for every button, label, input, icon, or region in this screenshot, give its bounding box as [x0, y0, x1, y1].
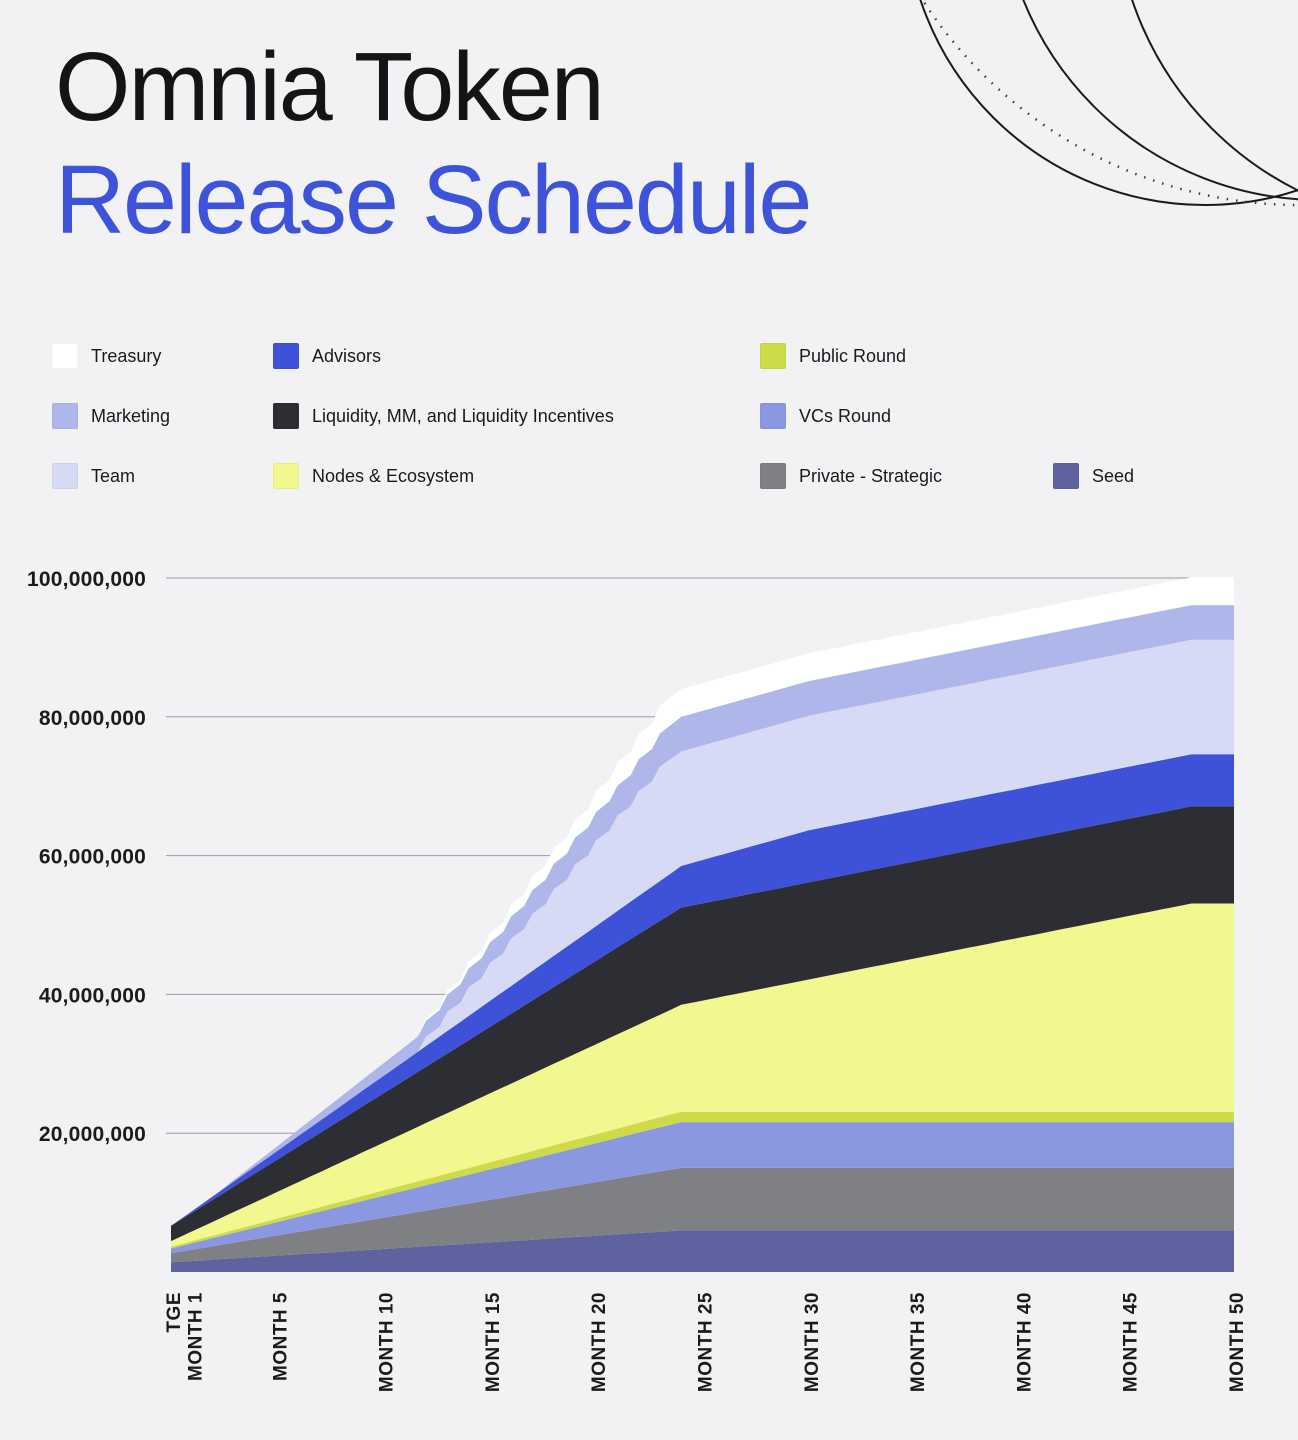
legend-label: Treasury: [91, 345, 162, 366]
area-vcs-round: [171, 1122, 1234, 1254]
legend-label: Marketing: [91, 405, 171, 426]
title-line-primary: Omnia Token: [55, 32, 605, 141]
x-axis-label-month-20: MONTH 20: [589, 1292, 610, 1392]
x-axis-label-month-15: MONTH 15: [483, 1292, 504, 1392]
area-seed: [171, 1230, 1234, 1272]
legend-swatch: [760, 463, 786, 489]
y-axis-label-40m: 40,000,000: [39, 984, 146, 1007]
legend-swatch: [1053, 463, 1079, 489]
legend-swatch: [52, 403, 78, 429]
decorative-circle-1: [919, 0, 1298, 206]
legend-swatch: [760, 403, 786, 429]
legend-item-team: Team: [52, 463, 135, 489]
legend-item-liquidity-mm-and-liquidity-incentives: Liquidity, MM, and Liquidity Incentives: [273, 403, 614, 429]
area-treasury: [171, 577, 1234, 1226]
x-axis-label-month-10: MONTH 10: [377, 1292, 398, 1392]
legend-item-nodes-ecosystem: Nodes & Ecosystem: [273, 463, 474, 489]
legend-label: VCs Round: [799, 405, 892, 426]
legend-swatch: [52, 343, 78, 369]
legend-label: Advisors: [312, 345, 382, 366]
area-marketing: [171, 605, 1234, 1226]
legend-label: Seed: [1092, 465, 1135, 486]
decorative-curves: [919, 0, 1298, 207]
legend-label: Liquidity, MM, and Liquidity Incentives: [312, 405, 614, 426]
legend-label: Private - Strategic: [799, 465, 943, 486]
x-axis-label-month-5: MONTH 5: [270, 1292, 291, 1381]
legend-label: Team: [91, 465, 136, 486]
x-axis-label-month-35: MONTH 35: [908, 1292, 929, 1392]
legend-swatch: [52, 463, 78, 489]
legend-label: Public Round: [799, 345, 907, 366]
legend-label: Nodes & Ecosystem: [312, 465, 475, 486]
area-liquidity-mm-and-liquidity-incentives: [171, 806, 1234, 1242]
x-axis-label-month-25: MONTH 25: [696, 1292, 717, 1392]
legend-item-seed: Seed: [1053, 463, 1134, 489]
legend-item-treasury: Treasury: [52, 343, 161, 369]
legend-swatch: [273, 463, 299, 489]
page-title: Omnia Token Release Schedule: [55, 30, 812, 256]
legend-item-private-strategic: Private - Strategic: [760, 463, 942, 489]
chart-legend: Treasury Marketing Team Advisors Liquidity, …: [0, 0, 1298, 520]
title-line-accent: Release Schedule: [55, 145, 812, 254]
y-axis-label-100m: 100,000,000: [27, 568, 146, 591]
x-axis-label-month-50: MONTH 50: [1227, 1292, 1248, 1392]
legend-swatch: [760, 343, 786, 369]
x-axis-label-month-30: MONTH 30: [802, 1292, 823, 1392]
area-advisors: [171, 754, 1234, 1226]
legend-item-marketing: Marketing: [52, 403, 170, 429]
legend-swatch: [273, 343, 299, 369]
area-nodes-ecosystem: [171, 903, 1234, 1247]
x-axis-label-tge: TGE: [164, 1292, 185, 1333]
y-axis-label-60m: 60,000,000: [39, 846, 146, 869]
area-private-strategic: [171, 1167, 1234, 1263]
y-axis-label-20m: 20,000,000: [39, 1123, 146, 1146]
legend-item-public-round: Public Round: [760, 343, 906, 369]
y-axis-label-80m: 80,000,000: [39, 707, 146, 730]
x-axis-label-month-40: MONTH 40: [1014, 1292, 1035, 1392]
legend-item-vcs-round: VCs Round: [760, 403, 891, 429]
x-axis-label-month-1: MONTH 1: [185, 1292, 206, 1381]
x-axis-label-month-45: MONTH 45: [1121, 1292, 1142, 1392]
legend-item-advisors: Advisors: [273, 343, 381, 369]
legend-swatch: [273, 403, 299, 429]
area-team: [171, 639, 1234, 1226]
